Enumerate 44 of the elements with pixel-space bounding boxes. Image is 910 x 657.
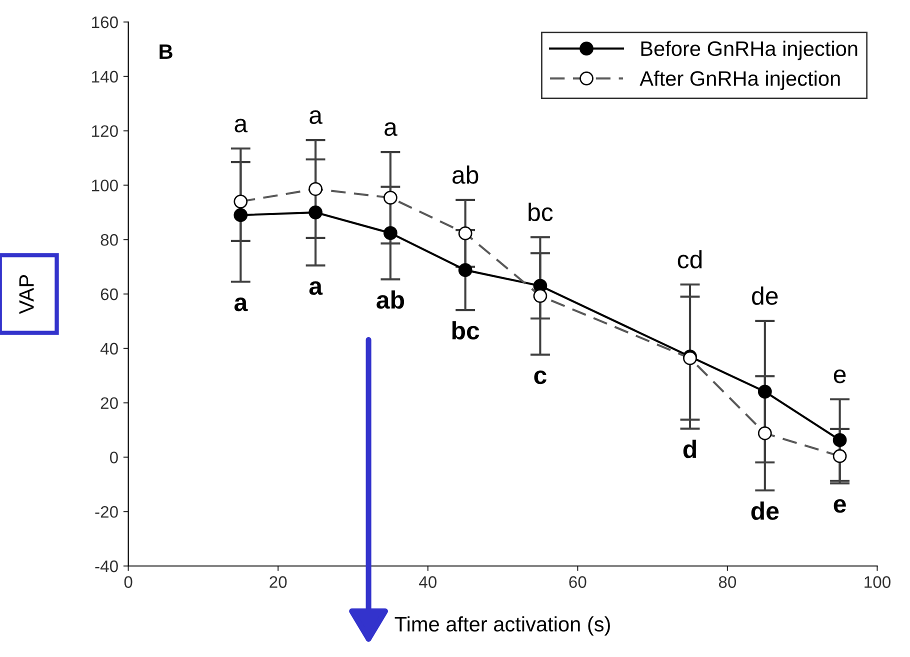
y-tick-label: -20 [95,506,118,518]
annotation: a [310,110,322,124]
point [758,384,772,399]
x-tick-label: 100 [864,576,890,588]
annotation: bc [528,202,553,222]
annotation: ab [376,290,404,309]
x-tick-label: 80 [718,576,736,588]
annotation: a [384,122,398,136]
y-tick-label: 0 [110,452,118,464]
annotation: bc [452,321,480,340]
annotation: a [234,118,248,132]
y-tick-label: -40 [95,560,118,572]
y-tick-label: 140 [92,70,118,83]
y-tick-label: 60 [100,288,118,300]
point [234,208,248,222]
annotation: a [234,298,248,312]
x-axis-title: Time after activation (s) [394,616,610,636]
annotation: d [683,440,696,458]
annotation: B [160,44,172,59]
x-tick-label: 20 [270,576,287,588]
y-tick-label: 100 [92,180,118,192]
x-tick-label: 40 [418,576,436,588]
point [458,263,472,278]
annotation: de [751,502,779,520]
y-axis-title: VAP [19,275,34,314]
annotation: de [752,286,778,305]
y-tick-label: 20 [100,397,118,410]
point [832,433,847,448]
y-tick-label: 160 [92,16,118,28]
point [308,205,322,220]
y-tick-label: 120 [92,125,118,138]
x-tick-label: 0 [124,576,132,588]
legend-label: Before GnRHa injection [641,40,858,60]
annotation: cd [678,250,702,268]
annotation: e [834,499,846,513]
point [383,226,398,240]
legend-label: After GnRHa injection [640,70,840,90]
annotation: e [834,370,846,384]
annotation: ab [452,165,478,184]
annotation: c [534,370,546,384]
y-tick-label: 80 [100,234,118,246]
x-tick-label: 60 [569,576,586,588]
annotation: a [309,281,323,295]
y-tick-label: 40 [100,342,118,355]
